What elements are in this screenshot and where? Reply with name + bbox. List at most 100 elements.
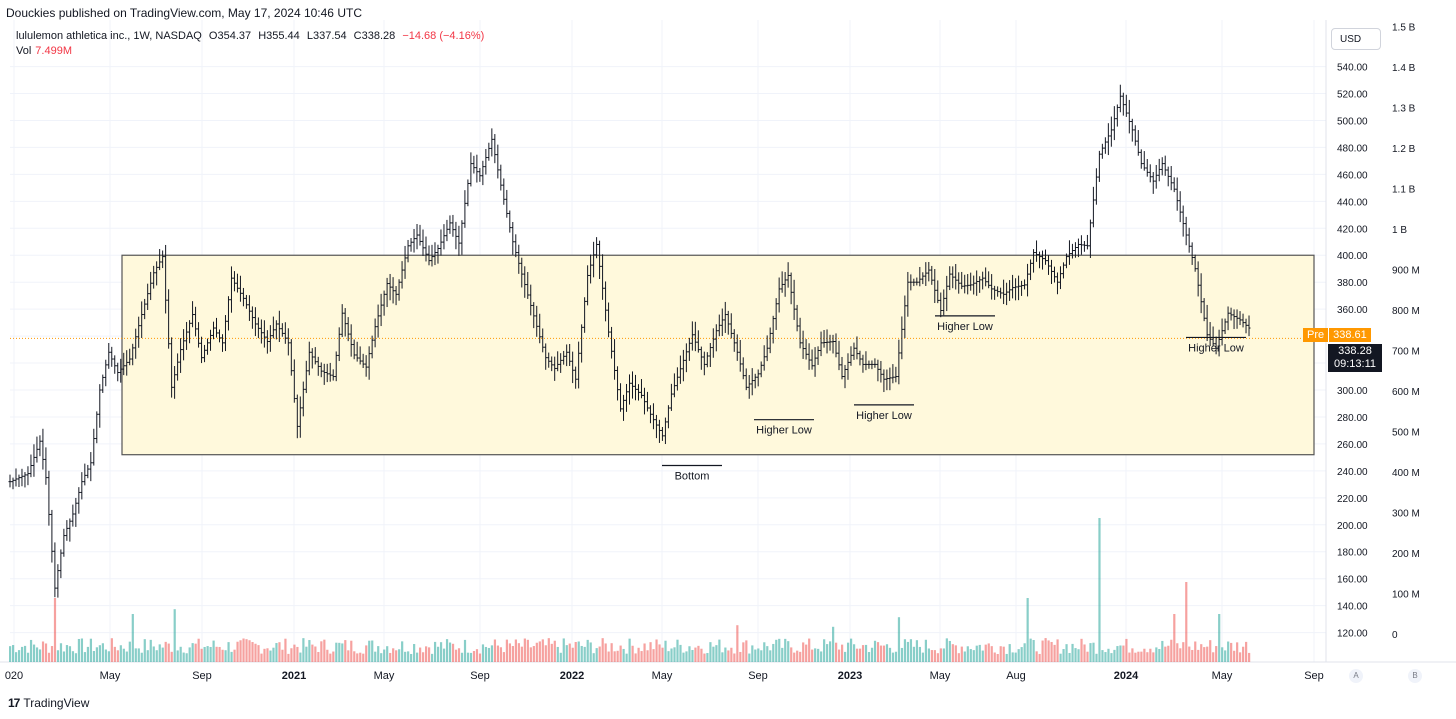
volume-bar [1047, 640, 1050, 662]
volume-bar [502, 652, 506, 662]
volume-bar [164, 641, 167, 662]
volume-bar [1116, 646, 1119, 662]
volume-bar [227, 642, 230, 662]
volume-bar [763, 642, 766, 662]
volume-bar [631, 645, 634, 662]
volume-bar [191, 643, 194, 662]
annotation-label: Higher Low [1188, 342, 1244, 354]
high-value: H355.44 [258, 30, 300, 42]
volume-bar [416, 652, 419, 662]
currency-button[interactable]: USD [1331, 28, 1381, 50]
volume-bar [829, 641, 832, 662]
volume-bar [448, 642, 452, 662]
volume-bar [984, 644, 987, 662]
volume-bar [1194, 641, 1197, 662]
volume-bar [239, 640, 242, 662]
volume-bar [861, 645, 865, 662]
volume-bar [814, 648, 817, 662]
volume-bar [113, 646, 116, 662]
volume-bar [1032, 640, 1035, 662]
volume-bar [640, 651, 643, 662]
volume-bar [556, 646, 559, 662]
time-tick-label: 2024 [1114, 670, 1139, 682]
volume-bar [598, 646, 601, 662]
open-value: O354.37 [208, 30, 252, 42]
volume-bar [559, 652, 562, 662]
volume-bar [852, 644, 856, 662]
volume-bar [790, 647, 793, 662]
volume-bar [610, 643, 613, 662]
volume-bar [281, 649, 284, 662]
time-tick-label: 2021 [282, 670, 306, 682]
volume-bar [754, 649, 757, 662]
volume-bar [1110, 653, 1113, 662]
volume-bar [317, 651, 320, 662]
volume-bar [1212, 652, 1215, 662]
volume-bar [972, 650, 975, 662]
volume-bar [407, 651, 410, 662]
volume-bar [326, 649, 329, 662]
volume-bar [496, 645, 500, 662]
volume-bar [1077, 649, 1080, 662]
tradingview-brand[interactable]: 17 TradingView [8, 696, 89, 710]
volume-bar [1182, 642, 1185, 662]
volume-bar [730, 647, 733, 662]
volume-bar [906, 641, 910, 662]
volume-bar [577, 641, 580, 662]
volume-bar [930, 650, 933, 662]
volume-bar [613, 651, 616, 662]
volume-bar [583, 646, 586, 662]
volume-bar [957, 653, 960, 662]
volume-bar [733, 653, 736, 662]
volume-bar [508, 643, 511, 662]
volume-bar [760, 650, 763, 662]
volume-bar [553, 640, 556, 662]
volume-bar [1215, 646, 1218, 662]
volume-bar [14, 652, 18, 662]
volume-bar [903, 639, 907, 662]
volume-bar [634, 653, 637, 662]
volume-bar [1185, 582, 1188, 662]
volume-bar [954, 645, 957, 662]
volume-bar [1173, 614, 1176, 662]
volume-bar [161, 647, 164, 662]
volume-bar [688, 646, 691, 662]
volume-bar [463, 639, 467, 662]
volume-bar [1239, 652, 1242, 662]
volume-bar [323, 639, 326, 662]
volume-bar [820, 651, 823, 662]
auto-scale-button[interactable]: A [1349, 669, 1363, 683]
volume-bar [1074, 648, 1077, 662]
volume-bar [245, 639, 248, 662]
volume-bar [1155, 647, 1158, 662]
volume-bar [125, 651, 128, 662]
price-tick-label: 400.00 [1337, 251, 1368, 262]
volume-bar [170, 651, 173, 662]
volume-bar [855, 648, 859, 662]
volume-bar [811, 649, 814, 662]
time-axis[interactable]: 020 May Sep 2021 May Sep 2022 May Sep 2023 May Aug 2… [5, 670, 1324, 682]
volume-bar [643, 643, 646, 662]
volume-bar [802, 642, 805, 662]
premarket-value: 338.61 [1329, 328, 1371, 342]
volume-bar [430, 653, 434, 662]
volume-bar [1038, 653, 1041, 662]
log-scale-button[interactable]: B [1408, 669, 1422, 683]
volume-bar [197, 638, 200, 662]
time-tick-label: Sep [470, 670, 490, 682]
low-value: L337.54 [306, 30, 347, 42]
volume-bar [296, 646, 299, 662]
price-tick-label: 300.00 [1337, 386, 1368, 397]
volume-bar [951, 644, 954, 662]
volume-bar [1230, 642, 1233, 662]
volume-bar [679, 644, 682, 662]
volume-tick-label: 600 M [1392, 387, 1420, 398]
price-tick-label: 240.00 [1337, 467, 1368, 478]
price-tick-label: 520.00 [1337, 90, 1368, 101]
volume-bar [1011, 652, 1014, 662]
volume-bar [607, 651, 610, 662]
volume-bar [377, 646, 380, 662]
volume-bar [781, 647, 784, 662]
volume-bar [200, 648, 203, 662]
